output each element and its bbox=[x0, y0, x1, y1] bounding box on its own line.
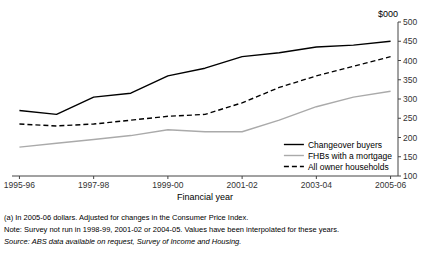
y-tick bbox=[398, 118, 401, 119]
x-tick-label: 2001-02 bbox=[227, 180, 258, 190]
legend: Changeover buyersFHBs with a mortgageAll… bbox=[284, 140, 392, 172]
y-tick-label: 250 bbox=[403, 113, 417, 123]
x-tick-label: 2003-04 bbox=[301, 180, 332, 190]
chart: 1001502002503003504004505001995-961997-9… bbox=[0, 0, 434, 265]
x-tick-label: 1997-98 bbox=[78, 180, 109, 190]
y-tick-label: 300 bbox=[403, 94, 417, 104]
x-tick-label: 1995-96 bbox=[4, 180, 35, 190]
footnote: Source: ABS data available on request, S… bbox=[4, 237, 241, 246]
y-tick bbox=[398, 156, 401, 157]
y-tick-label: 150 bbox=[403, 152, 417, 162]
x-tick-label: 2005-06 bbox=[375, 180, 406, 190]
y-tick bbox=[398, 79, 401, 80]
x-tick bbox=[167, 176, 168, 179]
legend-swatch bbox=[284, 155, 304, 156]
y-tick bbox=[398, 22, 401, 23]
x-tick bbox=[316, 176, 317, 179]
series-line bbox=[19, 41, 390, 114]
legend-label: Changeover buyers bbox=[308, 140, 382, 150]
x-axis-line bbox=[12, 176, 398, 177]
y-tick bbox=[398, 99, 401, 100]
legend-swatch bbox=[284, 166, 304, 167]
y-tick bbox=[398, 41, 401, 42]
series-line bbox=[19, 57, 390, 126]
legend-label: All owner households bbox=[308, 162, 389, 172]
x-tick bbox=[93, 176, 94, 179]
y-tick-label: 500 bbox=[403, 17, 417, 27]
x-tick bbox=[242, 176, 243, 179]
x-tick-label: 1999-00 bbox=[152, 180, 183, 190]
legend-label: FHBs with a mortgage bbox=[308, 151, 392, 161]
x-axis-label: Financial year bbox=[177, 192, 233, 202]
y-tick-label: 450 bbox=[403, 36, 417, 46]
footnote: (a) In 2005-06 dollars. Adjusted for cha… bbox=[4, 213, 248, 222]
y-tick bbox=[398, 60, 401, 61]
y-tick bbox=[398, 176, 401, 177]
y-tick-label: 200 bbox=[403, 133, 417, 143]
x-tick bbox=[19, 176, 20, 179]
y-tick-label: 400 bbox=[403, 56, 417, 66]
footnote: Note: Survey not run in 1998-99, 2001-02… bbox=[4, 225, 339, 234]
y-tick-label: 350 bbox=[403, 75, 417, 85]
x-tick bbox=[390, 176, 391, 179]
y-axis-label: $000 bbox=[378, 9, 398, 19]
y-tick bbox=[398, 137, 401, 138]
legend-swatch bbox=[284, 144, 304, 145]
plot-area bbox=[19, 41, 390, 147]
